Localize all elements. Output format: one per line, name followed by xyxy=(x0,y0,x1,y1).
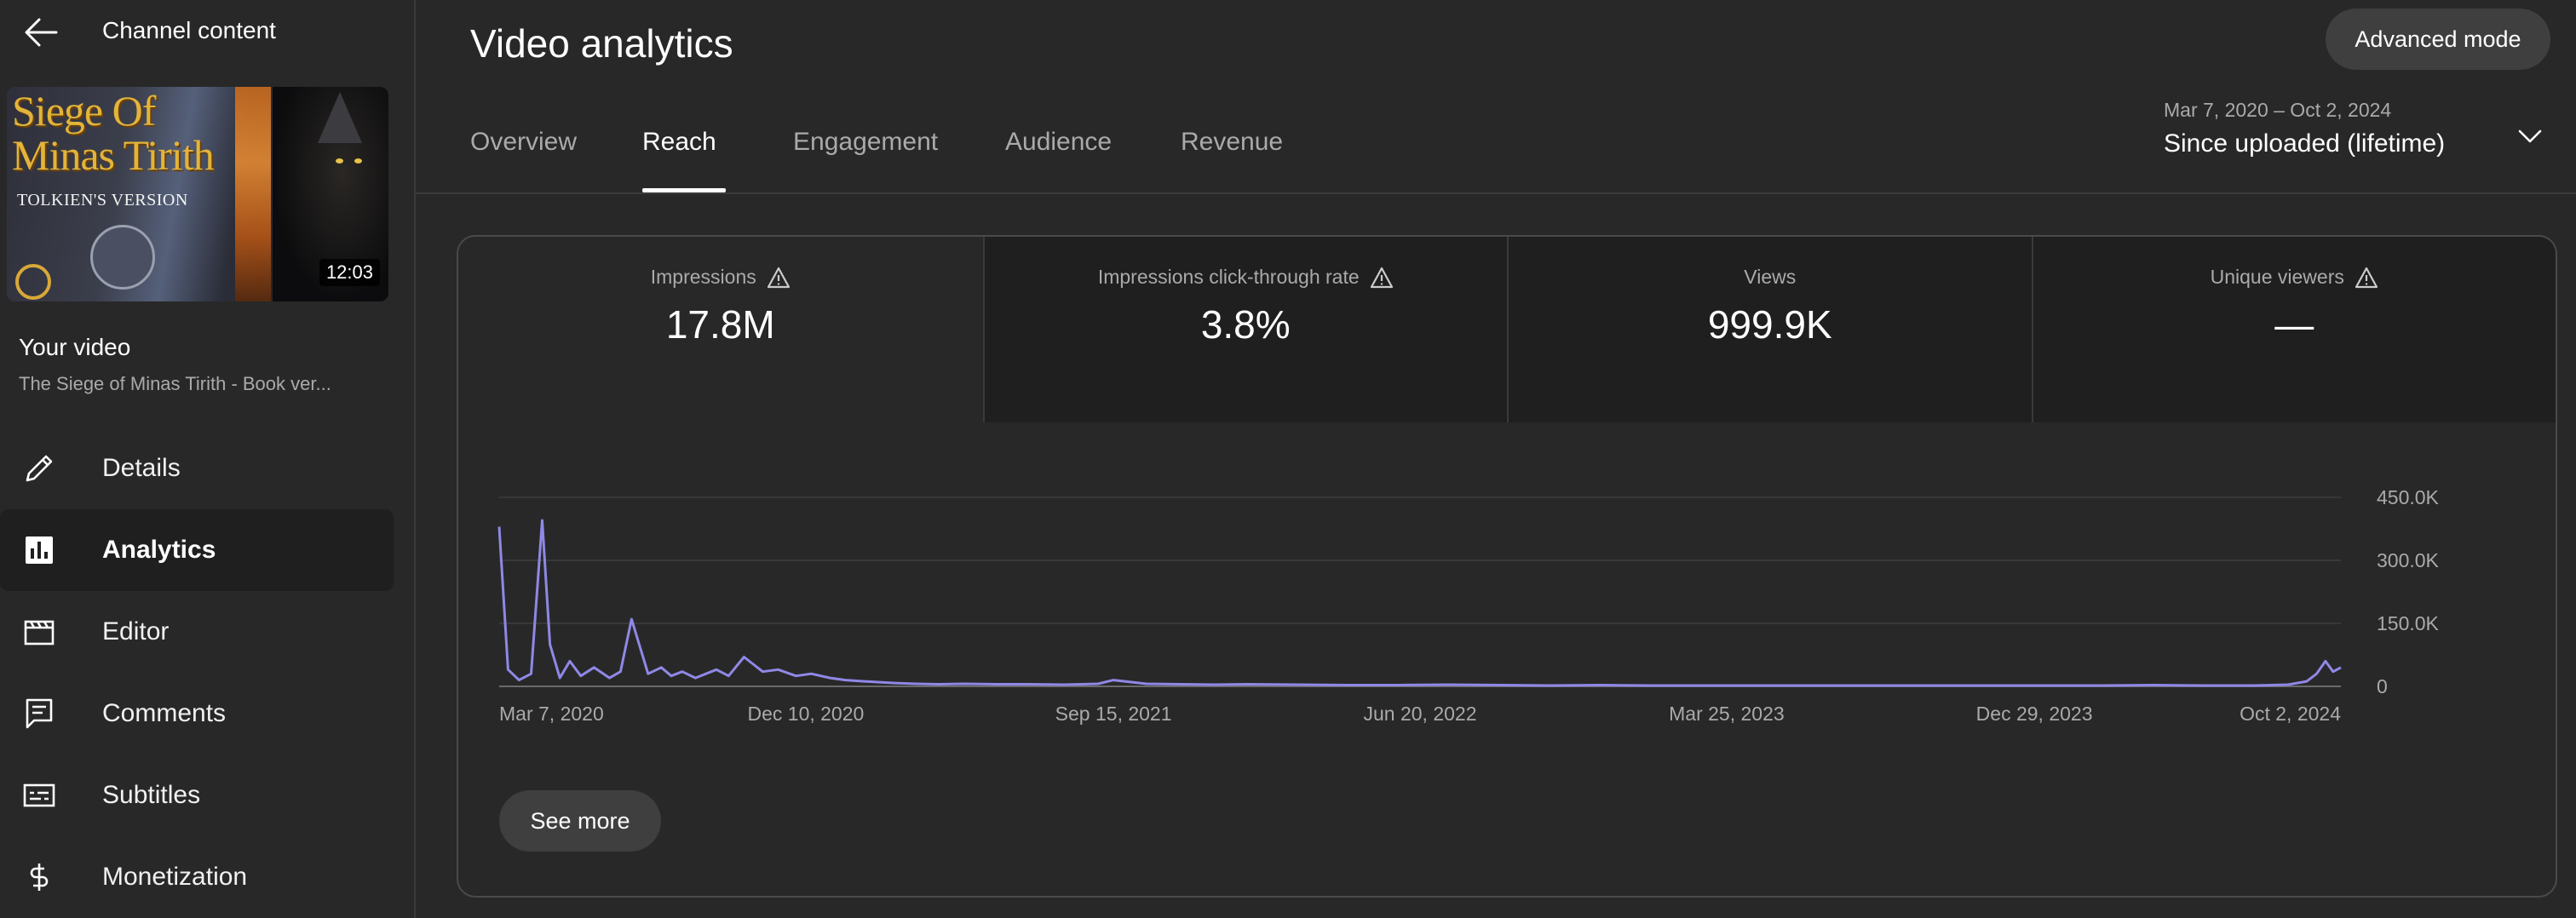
metric-unique-viewers[interactable]: Unique viewers — xyxy=(2031,237,2556,422)
thumbnail-city xyxy=(90,225,155,290)
warning-icon xyxy=(1370,267,1393,288)
channel-content-title: Channel content xyxy=(102,17,276,43)
sidebar-item-subtitles[interactable]: Subtitles xyxy=(0,754,394,836)
metric-label: Unique viewers xyxy=(2210,266,2344,288)
metric-value: 999.9K xyxy=(1707,302,1832,347)
y-tick-label: 450.0K xyxy=(2377,486,2440,508)
see-more-button[interactable]: See more xyxy=(499,790,661,852)
metric-impressions[interactable]: Impressions 17.8M xyxy=(458,237,983,422)
sidebar-item-label: Details xyxy=(102,454,181,482)
thumbnail-fire xyxy=(235,87,271,301)
metric-label-row: Unique viewers xyxy=(2033,266,2556,289)
x-tick-label: Mar 25, 2023 xyxy=(1669,703,1785,725)
impressions-chart: 0 150.0K 300.0K 450.0K Mar 7, 2020 Dec 10, 20… xyxy=(458,422,2556,814)
sidebar-header: Channel content xyxy=(0,0,414,65)
your-video-label: Your video xyxy=(19,334,131,360)
video-thumbnail[interactable]: Siege Of Minas Tirith TOLKIEN'S VERSION … xyxy=(7,87,388,301)
x-tick-label: Oct 2, 2024 xyxy=(2240,703,2341,725)
sidebar-item-monetization[interactable]: Monetization xyxy=(0,836,394,918)
sidebar-item-label: Editor xyxy=(102,617,170,645)
metric-label: Views xyxy=(1744,266,1797,288)
tab-overview[interactable]: Overview xyxy=(470,128,578,156)
page-title: Video analytics xyxy=(470,21,733,66)
video-duration: 12:03 xyxy=(319,259,380,286)
x-tick-label: Jun 20, 2022 xyxy=(1363,703,1476,725)
thumbnail-title-line1: Siege Of xyxy=(12,87,156,135)
metric-label-row: Views xyxy=(1509,266,2032,289)
sidebar-item-comments[interactable]: Comments xyxy=(0,673,394,754)
warning-icon xyxy=(767,267,790,288)
date-range-label: Since uploaded (lifetime) xyxy=(2164,129,2446,158)
comment-icon xyxy=(26,698,53,729)
advanced-mode-button[interactable]: Advanced mode xyxy=(2326,9,2550,70)
metric-value: 3.8% xyxy=(1200,302,1291,347)
sidebar: Channel content Siege Of Minas Tirith TO… xyxy=(0,0,416,918)
date-range-text: Mar 7, 2020 – Oct 2, 2024 xyxy=(2164,99,2392,121)
tabs-divider xyxy=(416,192,2576,194)
impressions-series-line xyxy=(497,519,2342,687)
sidebar-item-analytics[interactable]: Analytics xyxy=(0,509,394,591)
tab-reach[interactable]: Reach xyxy=(642,128,726,192)
x-tick-label: Dec 10, 2020 xyxy=(747,703,864,725)
metric-label-row: Impressions click-through rate xyxy=(985,266,1508,289)
clapperboard-icon xyxy=(24,620,55,645)
warning-icon xyxy=(2355,267,2378,288)
metric-value: 17.8M xyxy=(665,302,775,347)
y-tick-label: 150.0K xyxy=(2377,612,2440,634)
metric-label-row: Impressions xyxy=(458,266,983,289)
reach-card: Impressions 17.8M Impressions click-thro… xyxy=(457,235,2557,898)
chart-svg: 0 150.0K 300.0K 450.0K Mar 7, 2020 Dec 10, 20… xyxy=(497,486,2440,725)
y-tick-label: 300.0K xyxy=(2377,549,2440,571)
x-tick-label: Sep 15, 2021 xyxy=(1055,703,1172,725)
metric-label: Impressions click-through rate xyxy=(1097,266,1360,288)
pencil-icon xyxy=(26,455,53,482)
analytics-icon xyxy=(26,536,53,564)
thumbnail-title: Siege Of Minas Tirith xyxy=(12,87,215,179)
sidebar-nav: Details Analytics Editor Comments xyxy=(0,427,414,918)
subtitles-icon xyxy=(23,783,55,807)
y-tick-label: 0 xyxy=(2377,675,2388,697)
chevron-down-icon xyxy=(2518,129,2542,143)
thumbnail-crown xyxy=(318,92,362,143)
dollar-icon xyxy=(30,863,49,891)
sidebar-item-label: Monetization xyxy=(102,863,248,891)
sidebar-item-label: Analytics xyxy=(102,536,216,564)
video-title: The Siege of Minas Tirith - Book ver... xyxy=(19,373,331,394)
x-tick-label: Mar 7, 2020 xyxy=(499,703,604,725)
date-range-picker[interactable]: Mar 7, 2020 – Oct 2, 2024 Since uploaded… xyxy=(2164,95,2556,172)
sidebar-item-details[interactable]: Details xyxy=(0,427,394,509)
tab-engagement[interactable]: Engagement xyxy=(793,128,939,156)
sidebar-item-editor[interactable]: Editor xyxy=(0,591,394,673)
sidebar-item-label: Subtitles xyxy=(102,781,201,809)
metric-ctr[interactable]: Impressions click-through rate 3.8% xyxy=(982,237,1508,422)
x-tick-label: Dec 29, 2023 xyxy=(1976,703,2093,725)
metrics-row: Impressions 17.8M Impressions click-thro… xyxy=(458,237,2556,422)
thumbnail-title-line2: Minas Tirith xyxy=(12,131,215,179)
thumbnail-subtitle: TOLKIEN'S VERSION xyxy=(17,191,188,209)
metric-value: — xyxy=(2274,302,2314,347)
metric-views[interactable]: Views 999.9K xyxy=(1507,237,2032,422)
tab-revenue[interactable]: Revenue xyxy=(1181,128,1284,156)
ring-logo-icon xyxy=(15,264,51,300)
sidebar-item-label: Comments xyxy=(102,699,227,727)
metric-label: Impressions xyxy=(650,266,756,288)
tab-audience[interactable]: Audience xyxy=(1005,128,1113,156)
back-arrow-icon[interactable] xyxy=(22,15,60,49)
thumbnail-eyes xyxy=(336,158,370,167)
